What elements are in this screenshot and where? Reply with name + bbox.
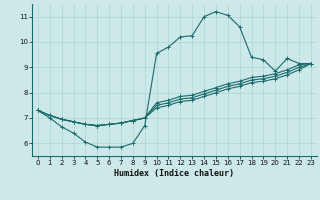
X-axis label: Humidex (Indice chaleur): Humidex (Indice chaleur) [115, 169, 234, 178]
